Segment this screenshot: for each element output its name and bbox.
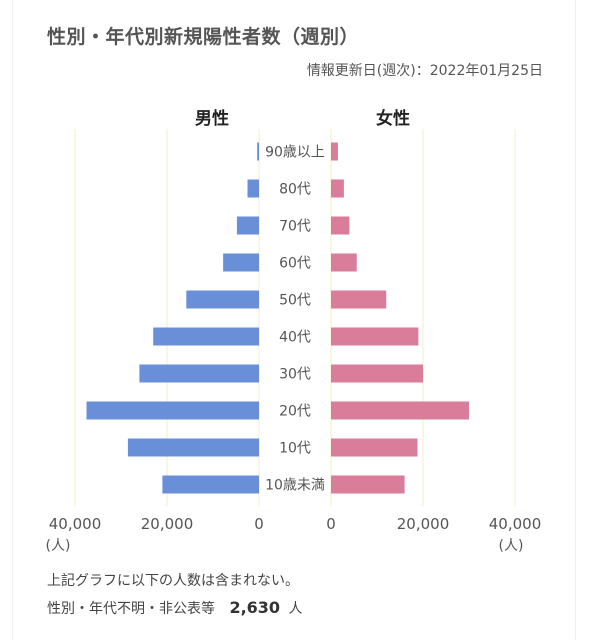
unit-label-left: (人) bbox=[46, 538, 71, 554]
bar-male-1 bbox=[247, 179, 259, 198]
category-label-4: 50代 bbox=[279, 293, 311, 309]
unit-label-right: (人) bbox=[499, 538, 524, 554]
unknown-label: 性別・年代不明・非公表等 bbox=[47, 601, 215, 617]
bar-male-6 bbox=[139, 364, 259, 383]
bar-male-2 bbox=[236, 216, 259, 235]
x-tick-left-0: 40,000 bbox=[49, 515, 102, 533]
bar-male-4 bbox=[186, 290, 259, 309]
bar-male-7 bbox=[86, 401, 259, 420]
bar-female-2 bbox=[331, 216, 350, 235]
population-pyramid-chart: 男性 女性 90歳以上 80代 70代 60代 50代 40代 30代 20代 10代 10歳未満 40… bbox=[46, 108, 542, 554]
update-date: 情報更新日(週次)：2022年01月25日 bbox=[306, 63, 543, 79]
x-tick-right-2: 40,000 bbox=[489, 515, 542, 533]
unknown-count-row: 性別・年代不明・非公表等 2,630 人 bbox=[47, 598, 303, 618]
x-tick-left-2: 0 bbox=[254, 515, 264, 533]
x-tick-left-1: 20,000 bbox=[141, 515, 194, 533]
series-label-male: 男性 bbox=[195, 108, 229, 129]
bar-female-0 bbox=[331, 142, 338, 161]
bar-male-3 bbox=[223, 253, 259, 272]
category-label-7: 20代 bbox=[279, 404, 311, 420]
category-label-3: 60代 bbox=[279, 256, 311, 272]
bar-male-0 bbox=[257, 142, 259, 161]
chart-card bbox=[12, 0, 576, 640]
unknown-unit: 人 bbox=[288, 601, 303, 617]
chart-title: 性別・年代別新規陽性者数（週別） bbox=[47, 26, 360, 48]
bar-female-6 bbox=[331, 364, 423, 383]
category-label-0: 90歳以上 bbox=[265, 145, 325, 161]
bar-female-4 bbox=[331, 290, 387, 309]
bar-female-8 bbox=[331, 438, 418, 457]
bar-female-7 bbox=[331, 401, 469, 420]
category-label-6: 30代 bbox=[279, 367, 311, 383]
category-label-9: 10歳未満 bbox=[265, 478, 325, 494]
bar-male-8 bbox=[127, 438, 260, 457]
bar-female-5 bbox=[331, 327, 419, 346]
category-label-2: 70代 bbox=[279, 219, 311, 235]
category-label-1: 80代 bbox=[279, 182, 311, 198]
category-label-8: 10代 bbox=[279, 441, 311, 457]
bar-female-1 bbox=[331, 179, 344, 198]
series-label-female: 女性 bbox=[376, 108, 410, 129]
bar-male-9 bbox=[162, 475, 259, 494]
bar-male-5 bbox=[153, 327, 259, 346]
x-tick-right-0: 0 bbox=[326, 515, 336, 533]
unknown-value: 2,630 bbox=[229, 598, 281, 617]
bar-female-3 bbox=[331, 253, 357, 272]
footnote: 上記グラフに以下の人数は含まれない。 bbox=[47, 573, 299, 589]
category-label-5: 40代 bbox=[279, 330, 311, 346]
x-tick-right-1: 20,000 bbox=[397, 515, 450, 533]
bar-female-9 bbox=[331, 475, 405, 494]
